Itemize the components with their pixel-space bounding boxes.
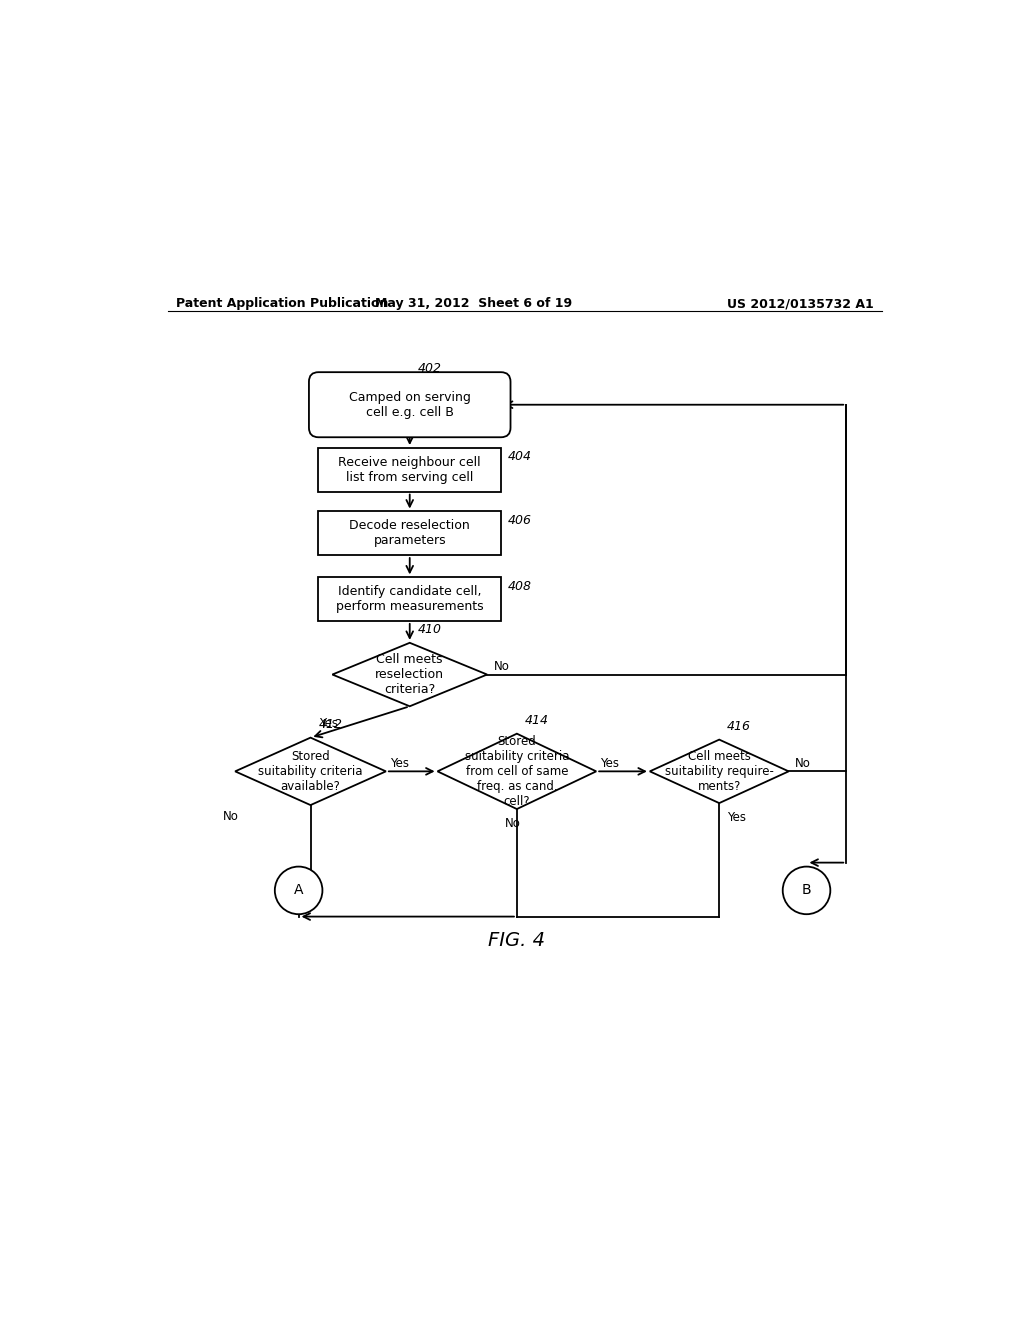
Text: 408: 408: [507, 579, 531, 593]
Circle shape: [782, 867, 830, 915]
Text: No: No: [494, 660, 509, 673]
Text: 414: 414: [524, 714, 549, 727]
Text: Decode reselection
parameters: Decode reselection parameters: [349, 519, 470, 548]
Polygon shape: [437, 734, 596, 809]
Text: 404: 404: [507, 450, 531, 463]
Bar: [318, 511, 501, 556]
Text: Yes: Yes: [600, 756, 620, 770]
Text: Yes: Yes: [390, 756, 409, 770]
Bar: [318, 577, 501, 620]
Circle shape: [274, 867, 323, 915]
Text: Identify candidate cell,
perform measurements: Identify candidate cell, perform measure…: [336, 585, 483, 614]
Text: Yes: Yes: [727, 810, 746, 824]
Text: No: No: [505, 817, 521, 830]
Polygon shape: [333, 643, 487, 706]
Text: US 2012/0135732 A1: US 2012/0135732 A1: [727, 297, 873, 310]
Text: Yes: Yes: [318, 717, 338, 730]
Text: May 31, 2012  Sheet 6 of 19: May 31, 2012 Sheet 6 of 19: [375, 297, 571, 310]
Text: Stored
suitability criteria
available?: Stored suitability criteria available?: [258, 750, 362, 793]
Text: 402: 402: [418, 363, 441, 375]
Polygon shape: [650, 739, 788, 803]
Text: Stored
suitability criteria
from cell of same
freq. as cand.
cell?: Stored suitability criteria from cell of…: [465, 735, 569, 808]
Text: 406: 406: [507, 513, 531, 527]
Text: A: A: [294, 883, 303, 898]
Text: B: B: [802, 883, 811, 898]
Text: Camped on serving
cell e.g. cell B: Camped on serving cell e.g. cell B: [349, 391, 471, 418]
Text: FIG. 4: FIG. 4: [488, 931, 546, 950]
Text: Cell meets
suitability require-
ments?: Cell meets suitability require- ments?: [665, 750, 774, 793]
Text: Receive neighbour cell
list from serving cell: Receive neighbour cell list from serving…: [338, 455, 481, 484]
Text: 412: 412: [318, 718, 342, 731]
Text: 416: 416: [727, 721, 752, 734]
Text: Patent Application Publication: Patent Application Publication: [176, 297, 388, 310]
Polygon shape: [236, 738, 386, 805]
Text: No: No: [795, 756, 811, 770]
Text: No: No: [223, 810, 240, 824]
Text: Cell meets
reselection
criteria?: Cell meets reselection criteria?: [375, 653, 444, 696]
FancyBboxPatch shape: [309, 372, 511, 437]
Text: 410: 410: [418, 623, 441, 636]
Bar: [318, 447, 501, 491]
